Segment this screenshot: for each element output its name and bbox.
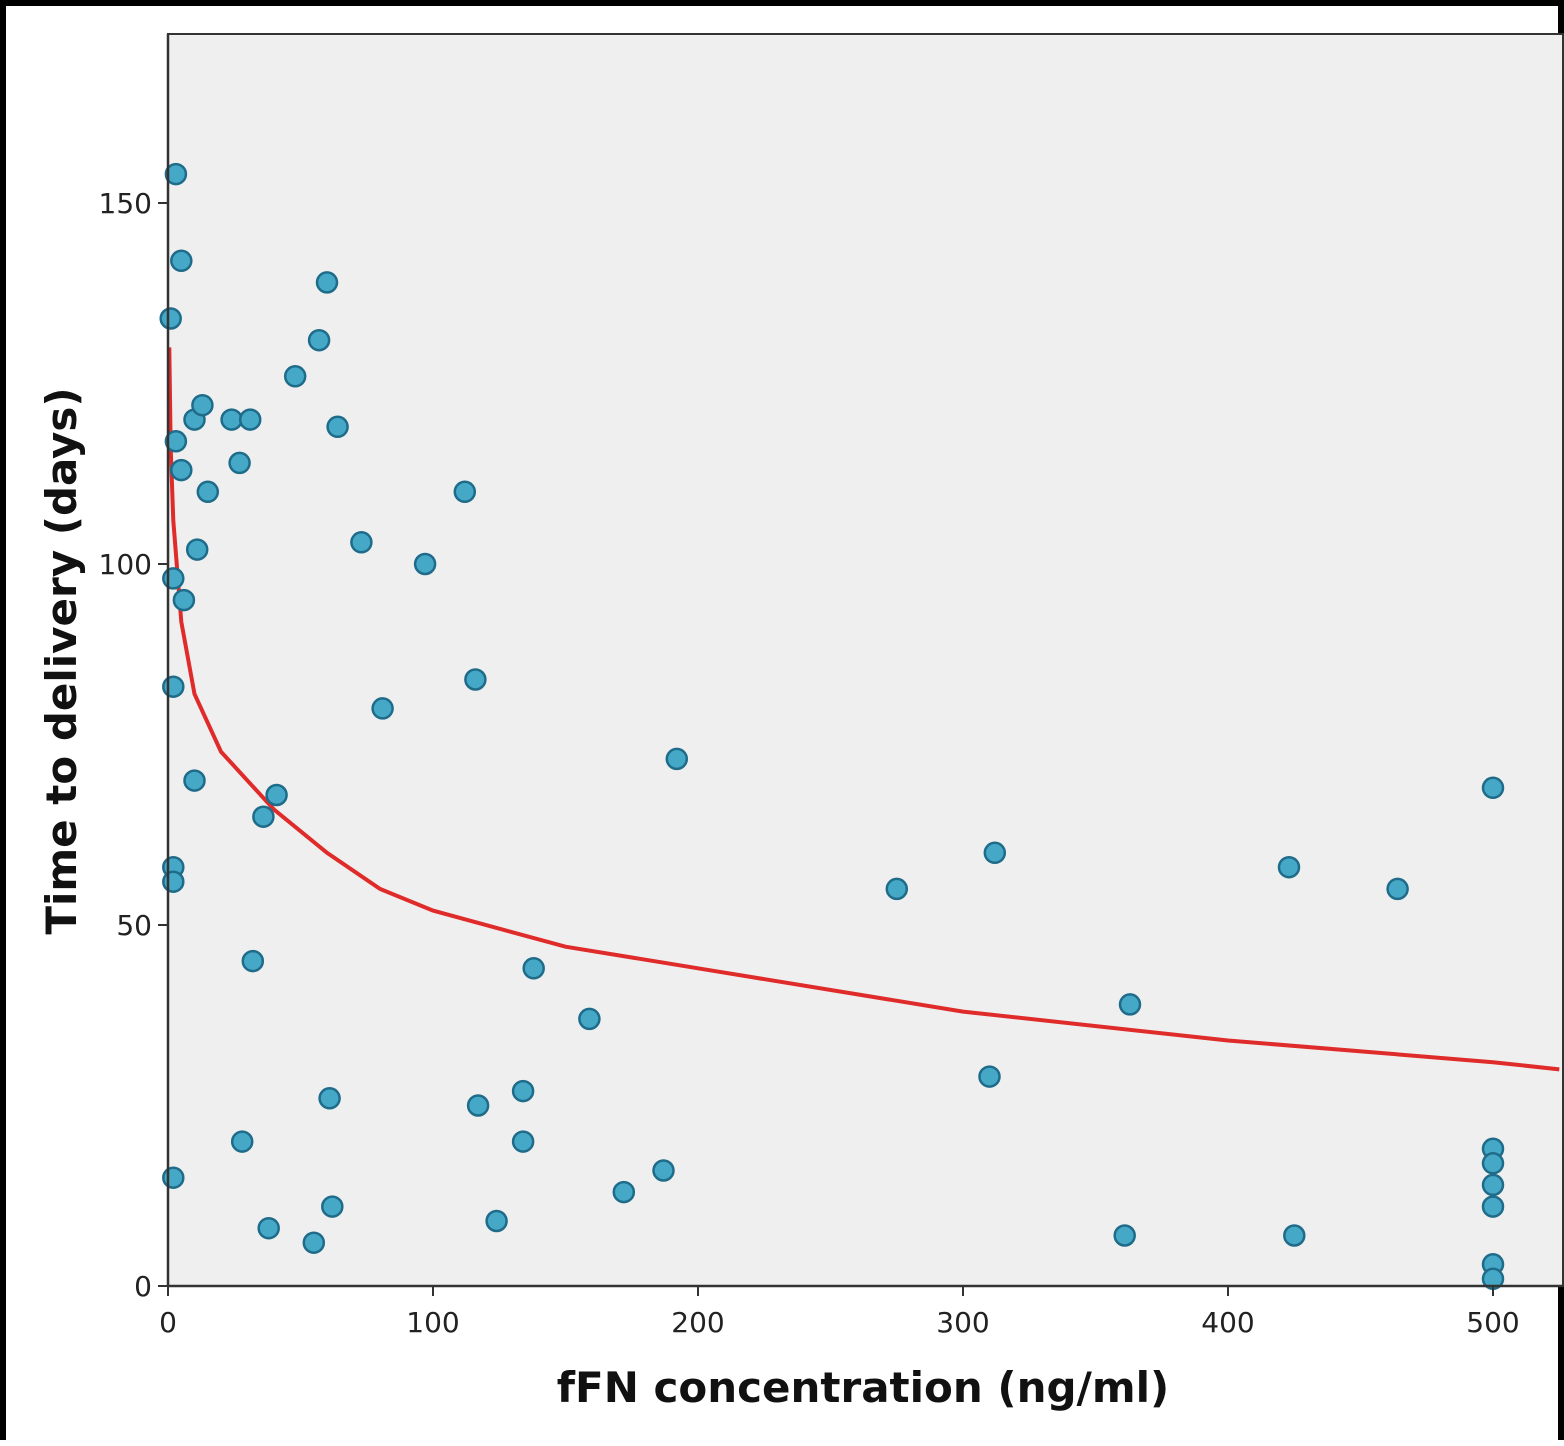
data-point (283, 365, 307, 388)
data-point (466, 1094, 490, 1117)
data-point (265, 783, 288, 807)
data-point (453, 480, 477, 504)
data-point (1386, 877, 1409, 901)
y-axis-title: Time to delivery (days) (37, 387, 86, 934)
data-point (464, 668, 487, 691)
y-tick-label: 150 (99, 187, 152, 220)
data-point (983, 841, 1007, 865)
data-point (220, 408, 243, 431)
data-point (170, 458, 193, 482)
y-tick-label: 50 (116, 909, 152, 942)
data-point (612, 1180, 636, 1204)
data-point (1118, 993, 1142, 1016)
axes: 0 100 200 300 400 500 0 50 100 150 (99, 34, 1563, 1339)
data-point (307, 328, 331, 352)
y-tick-label: 0 (134, 1270, 152, 1303)
data-point (159, 307, 182, 330)
data-point (164, 162, 188, 186)
data-point (318, 1087, 341, 1110)
data-point (1481, 1173, 1505, 1197)
data-point (1283, 1224, 1306, 1247)
y-tick-label: 100 (99, 548, 152, 581)
data-point (511, 1079, 535, 1103)
x-tick-label: 500 (1466, 1306, 1519, 1339)
data-point (257, 1216, 280, 1240)
data-point (578, 1007, 601, 1031)
data-point (1481, 1195, 1505, 1218)
data-point (1277, 855, 1301, 879)
x-tick-label: 0 (159, 1306, 177, 1339)
data-point (978, 1065, 1001, 1088)
data-point (1113, 1224, 1136, 1247)
data-point (172, 588, 196, 612)
data-point (162, 1166, 185, 1189)
data-point (238, 408, 262, 431)
data-point (183, 769, 206, 792)
data-point (1481, 776, 1505, 800)
data-point (321, 1195, 344, 1218)
x-tick-label: 400 (1201, 1306, 1254, 1339)
data-point (162, 567, 185, 590)
data-point (326, 415, 349, 439)
data-point (885, 877, 909, 901)
data-point (252, 805, 275, 828)
data-point (1481, 1152, 1505, 1175)
data-point (652, 1159, 675, 1182)
data-point (485, 1209, 508, 1233)
scatter-chart: 0 100 200 300 400 500 0 50 100 150 fFN concentrat… (37, 33, 1564, 1412)
data-point (230, 1130, 254, 1153)
x-tick-label: 300 (936, 1306, 989, 1339)
data-point (302, 1231, 326, 1254)
x-tick-label: 200 (671, 1306, 724, 1339)
data-point (170, 249, 193, 273)
data-point (228, 451, 251, 475)
x-axis-title: fFN concentration (ng/ml) (557, 1363, 1170, 1412)
data-point (665, 747, 689, 771)
scatter-points-layer (159, 162, 1505, 1291)
data-point (185, 538, 209, 561)
data-point (413, 552, 437, 576)
data-point (241, 949, 265, 973)
data-point (522, 957, 545, 980)
data-point (371, 697, 394, 720)
data-point (350, 531, 373, 554)
data-point (315, 271, 339, 294)
data-point (191, 393, 214, 417)
plot-area (167, 33, 1564, 1287)
data-point (511, 1130, 535, 1153)
data-point (162, 870, 185, 893)
data-point (164, 430, 188, 453)
x-tick-label: 100 (406, 1306, 459, 1339)
data-point (196, 480, 220, 504)
data-point (162, 675, 185, 698)
